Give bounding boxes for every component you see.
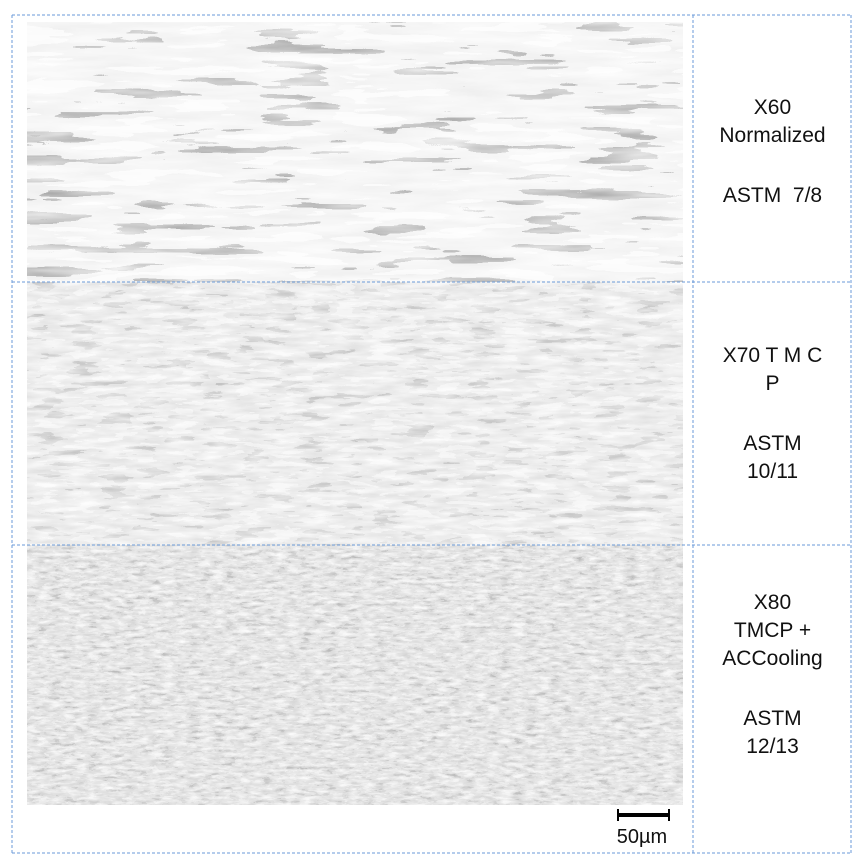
astm-grade: ASTM 7/8 — [723, 182, 822, 210]
astm-grade: ASTM 10/11 — [743, 430, 801, 486]
astm-grade: ASTM 12/13 — [743, 705, 801, 761]
text-line: X60 — [753, 96, 792, 119]
text-line: ASTM — [743, 707, 802, 730]
steel-name: X70 T M C P — [723, 342, 823, 398]
steel-name: X80 TMCP + ACCooling — [722, 589, 822, 673]
row-label: X70 T M C P ASTM 10/11 — [694, 282, 851, 545]
text-line: ASTM 7/8 — [722, 184, 823, 207]
text-line: TMCP + — [733, 619, 812, 642]
micrograph — [27, 22, 683, 282]
text-line: ASTM — [743, 431, 802, 455]
text-line: P — [765, 371, 780, 395]
micrograph — [27, 545, 683, 805]
text-line: Normalized — [719, 124, 826, 147]
steel-name: X60 Normalized — [719, 94, 825, 150]
micrograph — [27, 282, 683, 545]
row-label: X80 TMCP + ACCooling ASTM 12/13 — [694, 545, 851, 805]
row-label: X60 Normalized ASTM 7/8 — [694, 22, 851, 282]
text-line: X80 — [753, 591, 792, 614]
text-line: ACCooling — [722, 647, 823, 670]
text-line: 12/13 — [746, 735, 799, 758]
scale-label: 50µm — [616, 826, 668, 848]
text-line: 10/11 — [747, 459, 798, 483]
text-line: X70 T M C — [722, 343, 823, 367]
